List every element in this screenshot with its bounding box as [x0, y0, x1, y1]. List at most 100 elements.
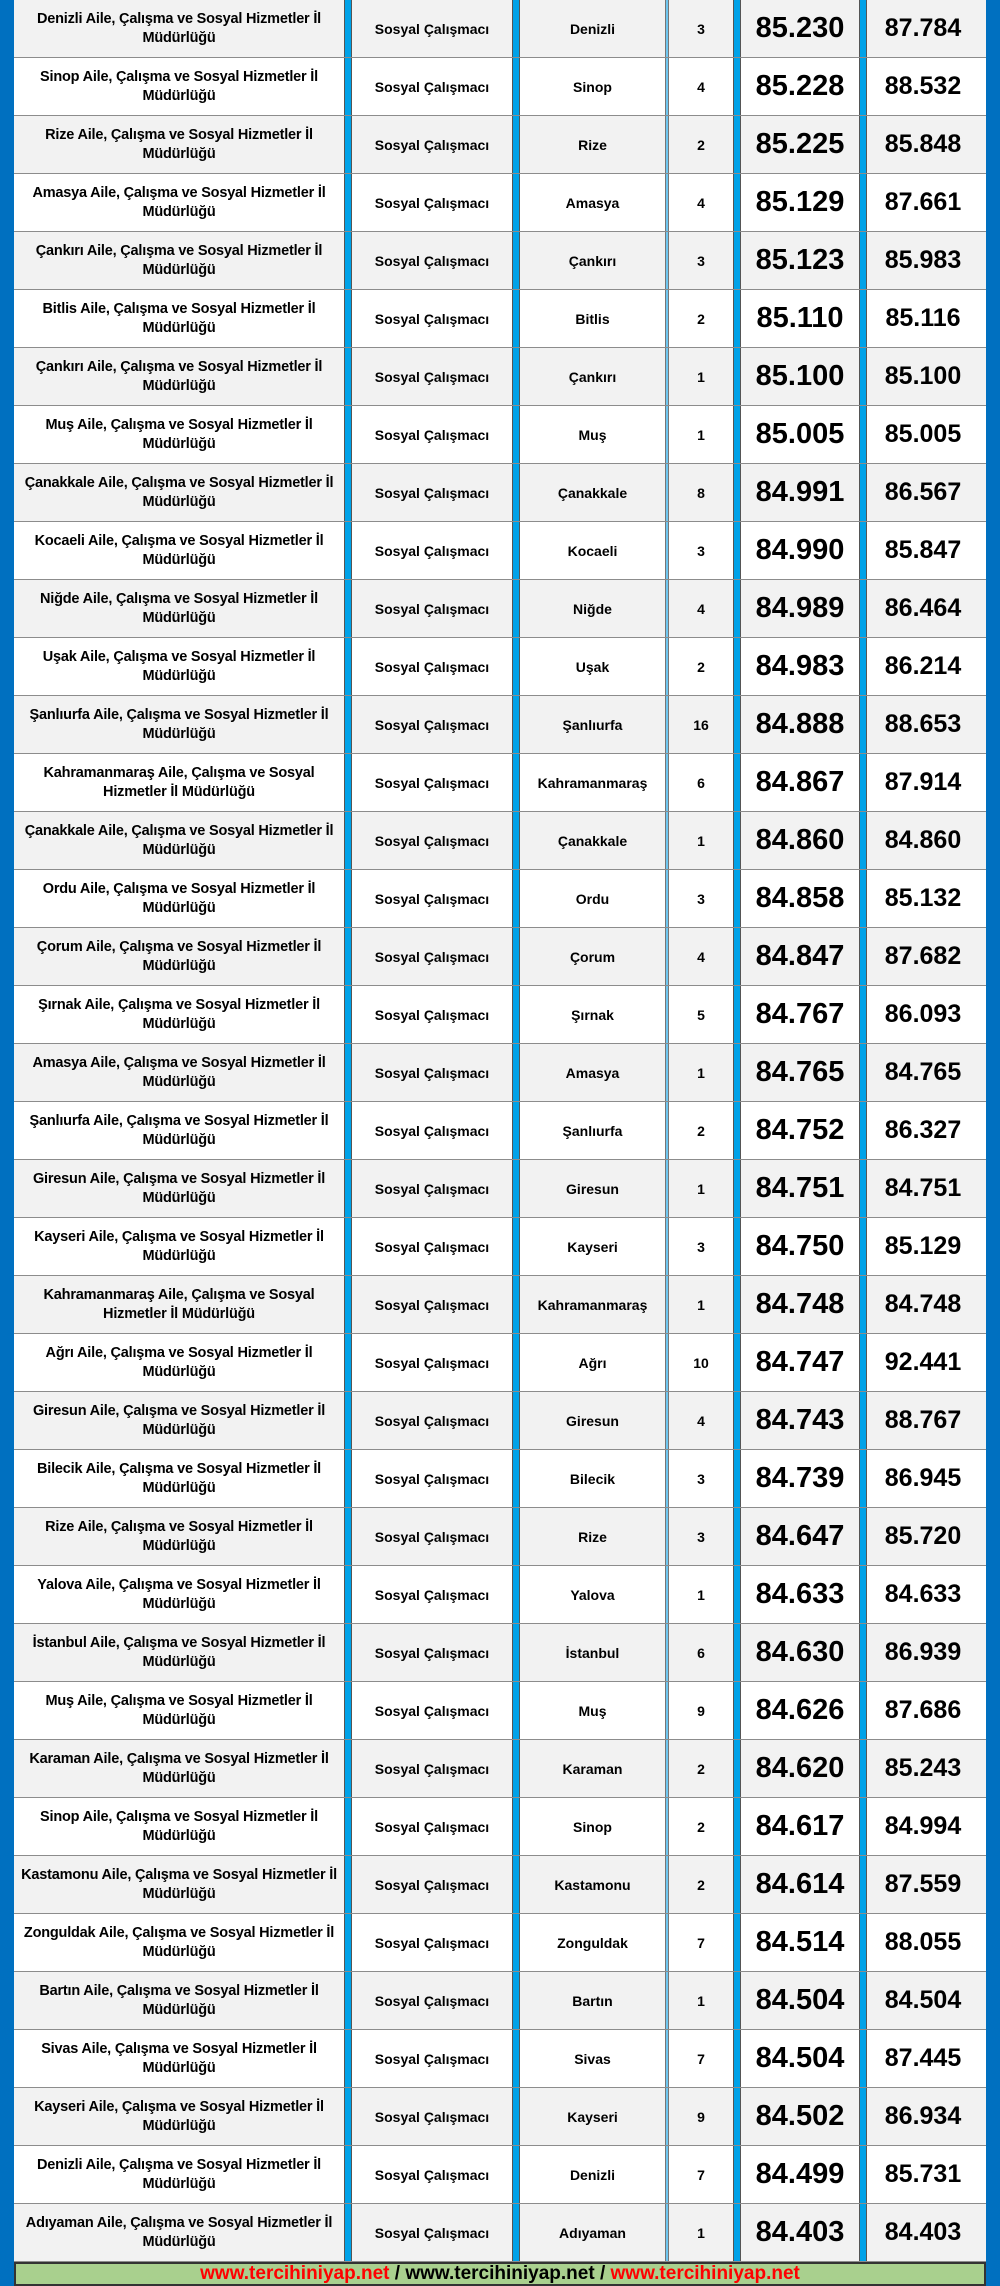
- table-row: Kayseri Aile, Çalışma ve Sosyal Hizmetle…: [14, 2088, 986, 2146]
- max-score-cell: 84.504: [884, 1986, 962, 2014]
- column-divider: [344, 1682, 352, 1739]
- min-score-cell: 84.751: [755, 1172, 845, 1204]
- min-score-cell: 84.614: [755, 1868, 845, 1900]
- city-cell: Amasya: [565, 1064, 620, 1081]
- column-divider: [665, 2030, 669, 2087]
- column-divider: [733, 58, 741, 115]
- column-divider: [344, 1392, 352, 1449]
- column-divider: [733, 870, 741, 927]
- column-divider: [344, 232, 352, 289]
- institution-cell: Kastamonu Aile, Çalışma ve Sosyal Hizmet…: [21, 1866, 337, 1902]
- max-score-cell: 88.055: [884, 1928, 962, 1956]
- quota-cell: 1: [697, 832, 705, 849]
- column-divider: [512, 1392, 520, 1449]
- column-divider: [512, 1044, 520, 1101]
- institution-cell: Şanlıurfa Aile, Çalışma ve Sosyal Hizmet…: [29, 1112, 329, 1148]
- max-score-cell: 85.129: [884, 1232, 962, 1260]
- column-divider: [344, 638, 352, 695]
- city-cell: Sivas: [574, 2050, 611, 2067]
- table-row: Amasya Aile, Çalışma ve Sosyal Hizmetler…: [14, 1044, 986, 1102]
- position-cell: Sosyal Çalışmacı: [374, 1760, 490, 1777]
- column-divider: [665, 0, 669, 57]
- column-divider: [512, 1624, 520, 1681]
- quota-cell: 3: [697, 890, 705, 907]
- min-score-cell: 84.630: [755, 1636, 845, 1668]
- quota-cell: 9: [697, 1702, 705, 1719]
- table-row: Kastamonu Aile, Çalışma ve Sosyal Hizmet…: [14, 1856, 986, 1914]
- quota-cell: 1: [697, 1180, 705, 1197]
- institution-cell: Denizli Aile, Çalışma ve Sosyal Hizmetle…: [36, 2156, 321, 2192]
- column-divider: [344, 1160, 352, 1217]
- max-score-cell: 85.100: [884, 362, 962, 390]
- quota-cell: 4: [697, 194, 705, 211]
- column-divider: [344, 1624, 352, 1681]
- column-divider: [665, 464, 669, 521]
- column-divider: [733, 1508, 741, 1565]
- institution-cell: Giresun Aile, Çalışma ve Sosyal Hizmetle…: [32, 1402, 326, 1438]
- table-row: Çanakkale Aile, Çalışma ve Sosyal Hizmet…: [14, 464, 986, 522]
- column-divider: [512, 348, 520, 405]
- column-divider: [733, 2146, 741, 2203]
- column-divider: [859, 1798, 867, 1855]
- city-cell: Çankırı: [568, 368, 617, 385]
- column-divider: [859, 1740, 867, 1797]
- column-divider: [733, 986, 741, 1043]
- column-divider: [733, 1276, 741, 1333]
- column-divider: [665, 232, 669, 289]
- column-divider: [665, 116, 669, 173]
- city-cell: Uşak: [575, 658, 610, 675]
- table-row: Kocaeli Aile, Çalışma ve Sosyal Hizmetle…: [14, 522, 986, 580]
- max-score-cell: 87.445: [884, 2044, 962, 2072]
- column-divider: [733, 1682, 741, 1739]
- table-row: Muş Aile, Çalışma ve Sosyal Hizmetler İl…: [14, 1682, 986, 1740]
- quota-cell: 1: [697, 2224, 705, 2241]
- max-score-cell: 84.860: [884, 826, 962, 854]
- institution-cell: Muş Aile, Çalışma ve Sosyal Hizmetler İl…: [45, 416, 313, 452]
- min-score-cell: 84.504: [755, 1984, 845, 2016]
- column-divider: [344, 1566, 352, 1623]
- position-cell: Sosyal Çalışmacı: [374, 1528, 490, 1545]
- column-divider: [665, 1624, 669, 1681]
- column-divider: [859, 1044, 867, 1101]
- column-divider: [859, 116, 867, 173]
- max-score-cell: 85.848: [884, 130, 962, 158]
- city-cell: Bilecik: [569, 1470, 616, 1487]
- table-row: Şırnak Aile, Çalışma ve Sosyal Hizmetler…: [14, 986, 986, 1044]
- column-divider: [512, 2030, 520, 2087]
- column-divider: [859, 174, 867, 231]
- column-divider: [665, 58, 669, 115]
- city-cell: Kahramanmaraş: [537, 1296, 648, 1313]
- column-divider: [859, 1160, 867, 1217]
- quota-cell: 5: [697, 1006, 705, 1023]
- max-score-cell: 88.653: [884, 710, 962, 738]
- column-divider: [344, 1276, 352, 1333]
- min-score-cell: 84.739: [755, 1462, 845, 1494]
- column-divider: [344, 1334, 352, 1391]
- institution-cell: Amasya Aile, Çalışma ve Sosyal Hizmetler…: [32, 184, 326, 220]
- city-cell: Rize: [578, 136, 607, 153]
- column-divider: [512, 1508, 520, 1565]
- city-cell: Yalova: [570, 1586, 615, 1603]
- table-row: Giresun Aile, Çalışma ve Sosyal Hizmetle…: [14, 1160, 986, 1218]
- city-cell: Muş: [578, 1702, 607, 1719]
- column-divider: [665, 1218, 669, 1275]
- max-score-cell: 86.327: [884, 1116, 962, 1144]
- footer-link-1[interactable]: www.tercihiniyap.net: [200, 2263, 390, 2284]
- min-score-cell: 84.750: [755, 1230, 845, 1262]
- footer-link-3[interactable]: www.tercihiniyap.net: [610, 2263, 800, 2284]
- city-cell: İstanbul: [565, 1644, 620, 1661]
- max-score-cell: 86.945: [884, 1464, 962, 1492]
- footer-link-2[interactable]: www.tercihiniyap.net: [405, 2263, 595, 2284]
- column-divider: [512, 1334, 520, 1391]
- city-cell: Sinop: [573, 78, 612, 95]
- column-divider: [665, 1102, 669, 1159]
- column-divider: [665, 1566, 669, 1623]
- table-row: Amasya Aile, Çalışma ve Sosyal Hizmetler…: [14, 174, 986, 232]
- column-divider: [665, 1972, 669, 2029]
- column-divider: [665, 2146, 669, 2203]
- column-divider: [733, 1624, 741, 1681]
- column-divider: [512, 0, 520, 57]
- table-row: Denizli Aile, Çalışma ve Sosyal Hizmetle…: [14, 2146, 986, 2204]
- column-divider: [733, 1160, 741, 1217]
- institution-cell: Ordu Aile, Çalışma ve Sosyal Hizmetler İ…: [42, 880, 316, 916]
